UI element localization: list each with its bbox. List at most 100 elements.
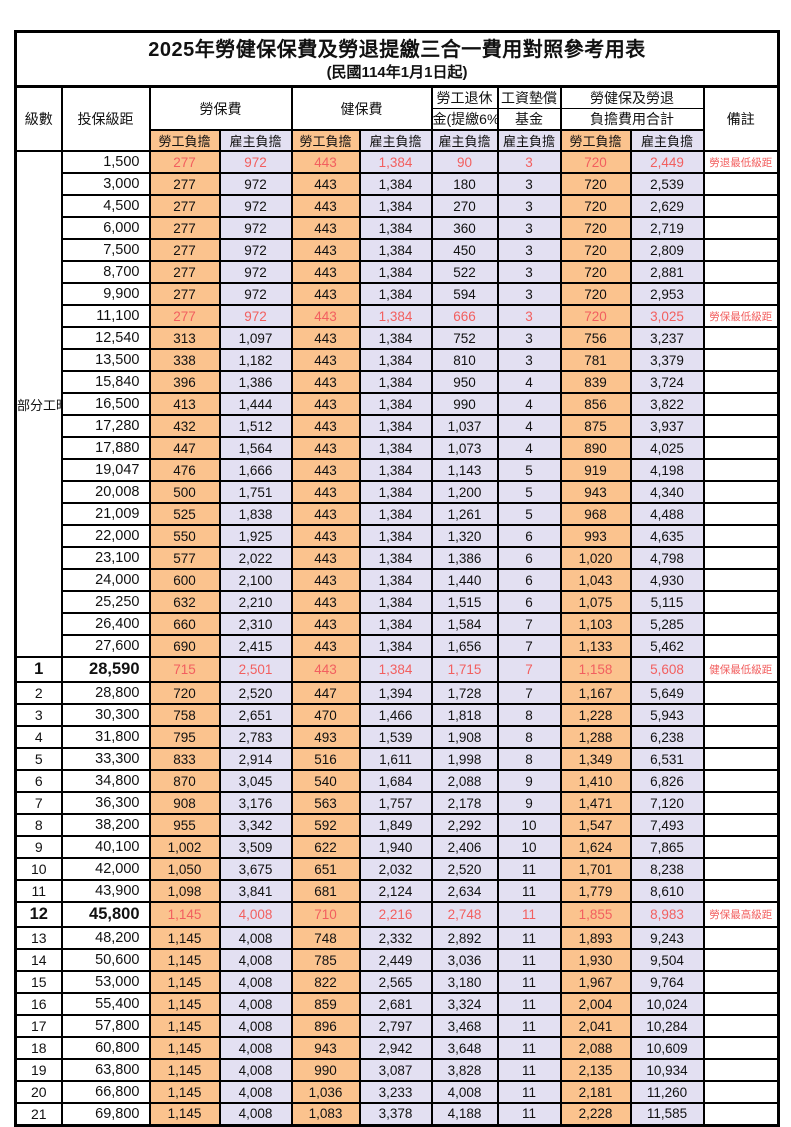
labor-employer-cell: 972	[218, 172, 293, 196]
bracket-cell: 53,000	[60, 970, 151, 994]
wage-fund-employer-cell: 11	[496, 992, 562, 1016]
health-employer-cell: 1,384	[358, 326, 433, 350]
remark-cell	[702, 612, 780, 636]
total-employer-cell: 6,531	[629, 747, 705, 771]
remark-cell	[702, 948, 780, 972]
total-worker-cell: 1,075	[559, 590, 632, 614]
labor-worker-cell: 1,145	[148, 1080, 221, 1104]
level-cell: 21	[14, 1102, 63, 1126]
bracket-cell: 31,800	[60, 725, 151, 749]
total-employer-cell: 5,285	[629, 612, 705, 636]
bracket-cell: 63,800	[60, 1058, 151, 1082]
bracket-cell: 25,250	[60, 590, 151, 614]
table-row: 20,008 500 1,751 443 1,384 1,200 5 943 4,340	[16, 480, 780, 504]
labor-worker-cell: 955	[148, 813, 221, 837]
total-worker-cell: 781	[559, 348, 632, 372]
health-employer-cell: 1,384	[358, 656, 433, 683]
total-worker-cell: 2,004	[559, 992, 632, 1016]
subheader-wage-fund-employer: 雇主負擔	[496, 129, 562, 152]
total-employer-cell: 10,284	[629, 1014, 705, 1038]
pension-employer-cell: 360	[430, 216, 499, 240]
remark-cell	[702, 1080, 780, 1104]
health-employer-cell: 2,032	[358, 857, 433, 881]
col-header-pension-line1: 勞工退休	[430, 85, 499, 109]
health-worker-cell: 651	[290, 857, 361, 881]
col-header-total-line1: 勞健保及勞退	[559, 85, 705, 109]
health-worker-cell: 443	[290, 612, 361, 636]
health-worker-cell: 443	[290, 634, 361, 658]
pension-employer-cell: 2,178	[430, 791, 499, 815]
table-row: 14 50,600 1,145 4,008 785 2,449 3,036 11 1,930 9,…	[14, 948, 780, 972]
table-row: 12,540 313 1,097 443 1,384 752 3 756 3,237	[16, 326, 780, 350]
total-employer-cell: 8,610	[629, 879, 705, 903]
wage-fund-employer-cell: 3	[496, 282, 562, 306]
level-cell: 13	[14, 926, 63, 950]
pension-employer-cell: 666	[430, 304, 499, 328]
health-employer-cell: 2,565	[358, 970, 433, 994]
table-row: 6 34,800 870 3,045 540 1,684 2,088 9 1,410 6,826	[14, 769, 780, 793]
labor-employer-cell: 4,008	[218, 926, 293, 950]
table-row: 25,250 632 2,210 443 1,384 1,515 6 1,075 5,115	[16, 590, 780, 614]
table-row: 9 40,100 1,002 3,509 622 1,940 2,406 10 1,624 7,8…	[14, 835, 780, 859]
health-worker-cell: 443	[290, 282, 361, 306]
table-row: 7,500 277 972 443 1,384 450 3 720 2,809	[16, 238, 780, 262]
labor-worker-cell: 413	[148, 392, 221, 416]
wage-fund-employer-cell: 3	[496, 194, 562, 218]
total-worker-cell: 720	[559, 216, 632, 240]
labor-employer-cell: 972	[218, 282, 293, 306]
labor-worker-cell: 1,145	[148, 1058, 221, 1082]
labor-worker-cell: 632	[148, 590, 221, 614]
total-worker-cell: 943	[559, 480, 632, 504]
remark-cell	[702, 568, 780, 592]
total-employer-cell: 4,198	[629, 458, 705, 482]
col-header-health-fee: 健保費	[290, 85, 433, 131]
labor-worker-cell: 1,145	[148, 901, 221, 928]
total-worker-cell: 1,349	[559, 747, 632, 771]
table-row: 22,000 550 1,925 443 1,384 1,320 6 993 4,635	[16, 524, 780, 548]
labor-worker-cell: 277	[148, 238, 221, 262]
level-cell: 14	[14, 948, 63, 972]
wage-fund-employer-cell: 11	[496, 857, 562, 881]
total-employer-cell: 8,238	[629, 857, 705, 881]
remark-cell: 勞退最低級距	[702, 150, 780, 174]
labor-employer-cell: 1,925	[218, 524, 293, 548]
total-worker-cell: 1,020	[559, 546, 632, 570]
health-employer-cell: 1,384	[358, 282, 433, 306]
remark-cell	[702, 681, 780, 705]
bracket-cell: 13,500	[60, 348, 151, 372]
health-employer-cell: 1,611	[358, 747, 433, 771]
wage-fund-employer-cell: 9	[496, 769, 562, 793]
wage-fund-employer-cell: 11	[496, 1080, 562, 1104]
bracket-cell: 8,700	[60, 260, 151, 284]
total-employer-cell: 11,585	[629, 1102, 705, 1126]
remark-cell	[702, 524, 780, 548]
labor-employer-cell: 2,783	[218, 725, 293, 749]
labor-worker-cell: 1,145	[148, 948, 221, 972]
health-worker-cell: 443	[290, 502, 361, 526]
health-employer-cell: 1,384	[358, 414, 433, 438]
wage-fund-employer-cell: 8	[496, 703, 562, 727]
bracket-cell: 11,100	[60, 304, 151, 328]
labor-employer-cell: 972	[218, 216, 293, 240]
health-worker-cell: 443	[290, 348, 361, 372]
wage-fund-employer-cell: 11	[496, 1102, 562, 1126]
total-worker-cell: 1,930	[559, 948, 632, 972]
remark-cell	[702, 703, 780, 727]
health-worker-cell: 470	[290, 703, 361, 727]
health-worker-cell: 443	[290, 172, 361, 196]
health-worker-cell: 516	[290, 747, 361, 771]
labor-employer-cell: 2,310	[218, 612, 293, 636]
pension-employer-cell: 2,520	[430, 857, 499, 881]
total-employer-cell: 2,449	[629, 150, 705, 174]
health-employer-cell: 3,233	[358, 1080, 433, 1104]
total-worker-cell: 1,133	[559, 634, 632, 658]
health-worker-cell: 859	[290, 992, 361, 1016]
table-row: 13,500 338 1,182 443 1,384 810 3 781 3,379	[16, 348, 780, 372]
bracket-cell: 15,840	[60, 370, 151, 394]
health-worker-cell: 443	[290, 524, 361, 548]
table-row: 21 69,800 1,145 4,008 1,083 3,378 4,188 11 2,228…	[14, 1102, 780, 1126]
labor-worker-cell: 908	[148, 791, 221, 815]
bracket-cell: 27,600	[60, 634, 151, 658]
health-worker-cell: 443	[290, 194, 361, 218]
bracket-cell: 57,800	[60, 1014, 151, 1038]
